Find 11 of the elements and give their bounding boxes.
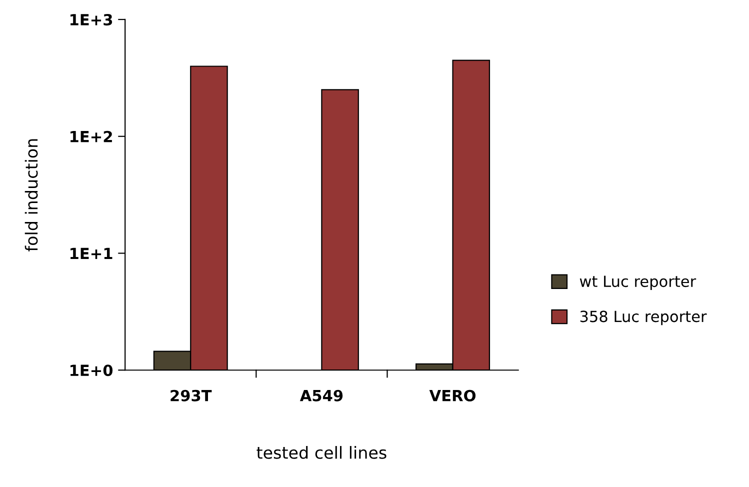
x-tick-label: VERO <box>429 390 476 402</box>
y-tick-label: 1E+3 <box>70 14 112 26</box>
x-tick-label: 293T <box>170 390 212 402</box>
legend-label: 358 Luc reporter <box>580 310 707 326</box>
y-axis-title: fold induction <box>24 139 38 252</box>
x-axis-title: tested cell lines <box>256 446 386 459</box>
legend-label: wt Luc reporter <box>580 276 696 290</box>
y-tick-label: 1E+1 <box>70 248 112 260</box>
y-tick-label: 1E+0 <box>70 364 113 376</box>
y-tick-label: 1E+2 <box>70 130 112 142</box>
x-tick-label: A549 <box>300 390 343 402</box>
